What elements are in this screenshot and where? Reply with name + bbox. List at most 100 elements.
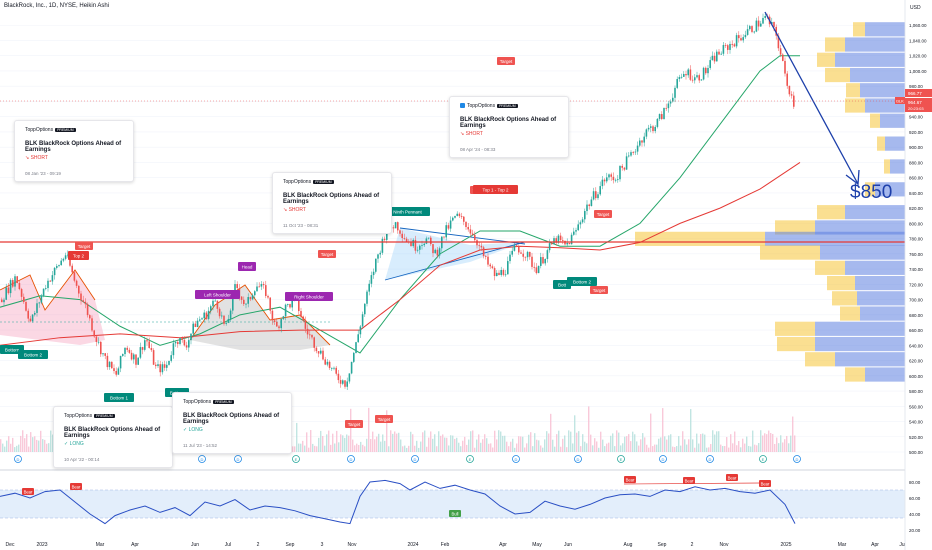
volume-bar	[682, 431, 684, 452]
volume-bar	[302, 440, 304, 452]
target-flag	[590, 286, 608, 294]
card-brand: ToppOptions	[283, 179, 312, 185]
candle-body	[460, 216, 463, 217]
candle-body	[166, 364, 168, 368]
candle-body	[115, 371, 117, 375]
volume-bar	[656, 444, 658, 452]
volume-bar	[428, 437, 430, 452]
idea-card-3[interactable]: ToppOptions PREMIUM BLK BlackRock Options…	[449, 96, 569, 158]
pattern-markers: Target Target Target Target Target Target Targ…	[0, 57, 612, 428]
idea-card-1[interactable]: ToppOptions PREMIUM BLK BlackRock Options…	[14, 120, 134, 182]
volume-bar	[624, 436, 626, 452]
candle-body	[78, 285, 80, 294]
candle-body	[542, 257, 544, 264]
volume-bar	[580, 446, 582, 452]
volume-bar	[326, 434, 328, 452]
trend-arrow[interactable]	[764, 11, 859, 185]
volume-profile-row	[835, 52, 905, 67]
volume-bar	[474, 447, 476, 452]
candle-body	[309, 334, 311, 336]
volume-bar	[638, 445, 640, 452]
pattern-label-text: Bottom 2	[573, 280, 592, 285]
candle-body	[64, 255, 67, 259]
volume-bar	[562, 438, 564, 452]
candle-body	[86, 304, 89, 316]
volume-bar	[772, 433, 774, 452]
volume-bar	[320, 430, 322, 452]
candle-body	[25, 302, 27, 311]
card-signal: ✓ LONG	[183, 427, 203, 433]
volume-profile-row	[884, 159, 890, 174]
time-tick: Nov	[348, 542, 357, 548]
candle-body	[232, 293, 234, 311]
volume-bar	[676, 446, 678, 452]
rsi-divergence-label	[683, 477, 695, 484]
volume-bar	[764, 433, 766, 452]
candle-body	[579, 222, 582, 225]
candle-body	[157, 364, 159, 367]
candle-body	[401, 233, 403, 239]
candle-body	[513, 245, 516, 251]
volume-bar	[626, 436, 628, 452]
candle-body	[773, 22, 775, 27]
volume-profile-row	[820, 245, 905, 260]
volume-profile-row	[827, 275, 855, 291]
volume-bar	[444, 437, 446, 452]
candle-body	[584, 211, 586, 220]
candle-body	[108, 361, 111, 368]
candle-body	[476, 240, 478, 246]
candle-body	[223, 315, 225, 324]
candle-body	[38, 302, 40, 304]
volume-bar	[582, 434, 584, 452]
candle-body	[379, 252, 381, 255]
candle-body	[410, 241, 412, 247]
volume-bar	[322, 436, 324, 452]
volume-bar	[672, 446, 674, 452]
volume-bar	[346, 434, 348, 452]
candle-body	[335, 367, 337, 374]
volume-bar	[622, 443, 624, 452]
target-flag-label: Target	[597, 212, 610, 217]
candle-body	[214, 300, 216, 302]
pattern-line	[0, 269, 96, 311]
candle-body	[489, 264, 491, 267]
volume-bar	[494, 430, 496, 452]
rsi-tick: 60.00	[909, 496, 921, 501]
pattern-label	[238, 262, 256, 271]
candle-body	[531, 256, 533, 267]
candle-body	[366, 291, 368, 304]
volume-bar	[520, 436, 522, 452]
time-tick: Dec	[6, 542, 15, 548]
volume-bar	[476, 439, 478, 452]
price-tick: 840.00	[909, 191, 923, 196]
volume-bar	[334, 443, 336, 452]
volume-bar	[418, 447, 420, 452]
candle-body	[49, 280, 51, 282]
candle-body	[152, 350, 155, 365]
idea-card-5[interactable]: ToppOptions PREMIUM BLK BlackRock Options…	[172, 392, 292, 454]
candle-body	[661, 114, 663, 119]
candle-body	[480, 245, 483, 248]
candle-body	[606, 177, 608, 182]
idea-card-4[interactable]: ToppOptions PREMIUM BLK BlackRock Options…	[53, 406, 173, 468]
volume-bar	[14, 447, 16, 452]
rsi-divergence-label	[70, 483, 82, 490]
volume-bar	[540, 445, 542, 452]
target-flag	[75, 242, 93, 250]
candle-body	[256, 286, 258, 292]
candle-body	[3, 299, 5, 303]
volume-bar	[424, 430, 426, 452]
candle-body	[465, 221, 467, 228]
candle-body	[786, 73, 788, 86]
volume-bar	[516, 443, 518, 452]
candle-body	[254, 291, 256, 296]
candle-body	[355, 342, 357, 353]
candle-body	[344, 380, 346, 387]
candle-body	[746, 29, 749, 35]
candle-body	[700, 79, 703, 81]
idea-card-2[interactable]: ToppOptions PREMIUM BLK BlackRock Options…	[272, 172, 392, 234]
volume-bar	[468, 439, 470, 452]
candle-body	[482, 247, 485, 257]
candle-body	[71, 265, 73, 273]
volume-bar	[390, 430, 392, 452]
